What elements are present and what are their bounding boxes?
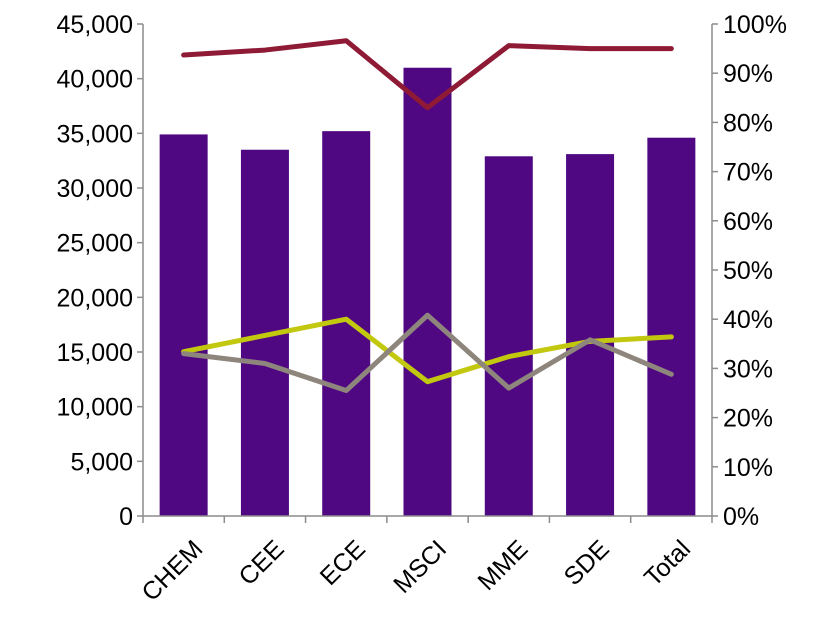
bar-total xyxy=(647,137,696,516)
x-tick-label-chem: CHEM xyxy=(136,535,208,607)
left-tick-label: 5,000 xyxy=(70,448,133,476)
right-tick-label: 60% xyxy=(723,208,773,236)
right-tick-label: 70% xyxy=(723,159,773,187)
right-tick-label: 80% xyxy=(723,109,773,137)
x-tick-label-msci: MSCI xyxy=(388,535,452,599)
x-tick-label-cee: CEE xyxy=(233,535,289,591)
bar-mme xyxy=(484,156,533,516)
left-tick-label: 15,000 xyxy=(57,339,133,367)
right-tick-label: 0% xyxy=(723,503,759,531)
bar-series xyxy=(159,67,696,516)
left-tick-label: 20,000 xyxy=(57,284,133,312)
left-tick-label: 10,000 xyxy=(57,394,133,422)
right-tick-label: 20% xyxy=(723,405,773,433)
line-series-3 xyxy=(181,312,674,394)
left-tick-label: 25,000 xyxy=(57,230,133,258)
left-tick-label: 30,000 xyxy=(57,175,133,203)
left-tick-label: 45,000 xyxy=(57,11,133,39)
left-tick-label: 40,000 xyxy=(57,66,133,94)
right-tick-label: 100% xyxy=(723,11,787,39)
x-tick-label-mme: MME xyxy=(472,535,533,596)
x-tick-label-ece: ECE xyxy=(315,535,371,591)
right-tick-label: 30% xyxy=(723,355,773,383)
right-tick-label: 10% xyxy=(723,454,773,482)
x-tick-label-sde: SDE xyxy=(559,535,615,591)
axes xyxy=(137,23,718,523)
bar-sde xyxy=(566,154,615,516)
right-tick-label: 50% xyxy=(723,257,773,285)
x-tick-label-total: Total xyxy=(639,535,696,592)
line-series xyxy=(181,38,674,394)
bar-msci xyxy=(403,67,452,516)
line-series-1 xyxy=(181,38,674,111)
right-tick-label: 90% xyxy=(723,60,773,88)
bar-chem xyxy=(159,134,208,516)
left-tick-label: 35,000 xyxy=(57,120,133,148)
right-tick-label: 40% xyxy=(723,306,773,334)
left-tick-label: 0 xyxy=(119,503,133,531)
